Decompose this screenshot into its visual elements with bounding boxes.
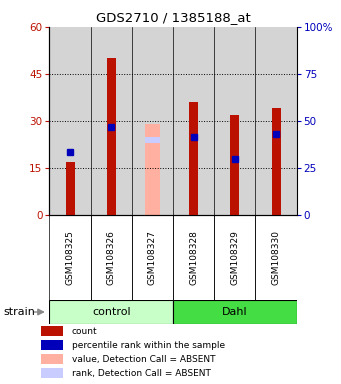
Bar — [41, 354, 63, 364]
Bar — [107, 58, 116, 215]
Text: GSM108328: GSM108328 — [189, 230, 198, 285]
Text: strain: strain — [3, 307, 35, 317]
FancyBboxPatch shape — [49, 300, 173, 324]
Bar — [255, 27, 297, 215]
FancyBboxPatch shape — [173, 300, 297, 324]
Bar — [145, 137, 160, 143]
Bar — [41, 326, 63, 336]
Bar — [214, 27, 255, 215]
Text: count: count — [72, 327, 97, 336]
Bar — [49, 27, 91, 215]
Text: value, Detection Call = ABSENT: value, Detection Call = ABSENT — [72, 355, 215, 364]
Text: GSM108325: GSM108325 — [65, 230, 75, 285]
Title: GDS2710 / 1385188_at: GDS2710 / 1385188_at — [96, 11, 250, 24]
Bar — [173, 27, 214, 215]
Bar — [65, 162, 75, 215]
Text: GSM108329: GSM108329 — [231, 230, 239, 285]
Bar — [41, 368, 63, 378]
Text: control: control — [92, 307, 131, 317]
Bar — [132, 27, 173, 215]
Bar — [271, 108, 281, 215]
Text: percentile rank within the sample: percentile rank within the sample — [72, 341, 225, 350]
Text: Dahl: Dahl — [222, 307, 248, 317]
Text: GSM108330: GSM108330 — [271, 230, 281, 285]
Bar — [91, 27, 132, 215]
Bar — [189, 102, 198, 215]
Bar — [41, 340, 63, 350]
Bar — [230, 115, 239, 215]
Bar — [145, 124, 160, 215]
Text: GSM108327: GSM108327 — [148, 230, 157, 285]
Text: rank, Detection Call = ABSENT: rank, Detection Call = ABSENT — [72, 369, 210, 378]
Text: GSM108326: GSM108326 — [107, 230, 116, 285]
